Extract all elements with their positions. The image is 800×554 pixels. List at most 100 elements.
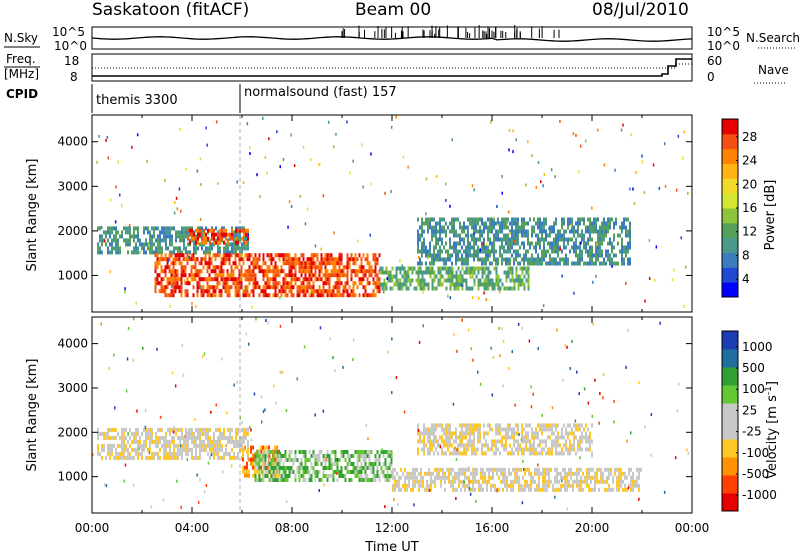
echo-cell bbox=[427, 253, 429, 258]
noise-cell bbox=[282, 158, 285, 161]
echo-cell bbox=[101, 234, 103, 239]
echo-cell bbox=[330, 257, 333, 262]
echo-cell bbox=[111, 451, 113, 456]
echo-cell bbox=[219, 246, 221, 251]
echo-cell bbox=[322, 466, 325, 470]
echo-cell bbox=[240, 277, 243, 282]
echo-cell bbox=[564, 467, 566, 472]
echo-cell bbox=[420, 475, 422, 480]
echo-cell bbox=[187, 242, 189, 247]
echo-cell bbox=[477, 270, 480, 275]
noise-cell bbox=[663, 490, 666, 494]
echo-cell bbox=[547, 427, 549, 432]
echo-cell bbox=[453, 439, 455, 444]
echo-cell bbox=[579, 423, 581, 428]
echo-cell bbox=[224, 257, 227, 262]
echo-cell bbox=[308, 470, 311, 474]
echo-cell bbox=[628, 467, 630, 472]
echo-cell bbox=[149, 447, 151, 452]
echo-cell bbox=[467, 225, 469, 230]
echo-cell bbox=[199, 232, 201, 237]
echo-cell bbox=[246, 473, 248, 478]
echo-cell bbox=[186, 257, 189, 262]
noise-cell bbox=[176, 479, 178, 483]
echo-cell bbox=[593, 217, 595, 222]
echo-cell bbox=[420, 467, 422, 472]
echo-cell bbox=[479, 431, 481, 436]
echo-cell bbox=[553, 241, 555, 246]
echo-cell bbox=[595, 245, 597, 250]
echo-cell bbox=[390, 458, 393, 462]
echo-cell bbox=[316, 470, 319, 474]
echo-cell bbox=[348, 261, 351, 266]
echo-cell bbox=[604, 479, 606, 484]
echo-cell bbox=[539, 423, 541, 428]
echo-cell bbox=[481, 451, 483, 456]
echo-cell bbox=[398, 487, 400, 492]
echo-cell bbox=[358, 474, 361, 478]
echo-cell bbox=[135, 431, 137, 436]
echo-cell bbox=[209, 228, 211, 233]
noise-cell bbox=[200, 183, 202, 186]
echo-cell bbox=[324, 269, 327, 274]
echo-cell bbox=[553, 261, 555, 266]
echo-cell bbox=[557, 249, 559, 254]
echo-cell bbox=[272, 474, 275, 478]
echo-cell bbox=[502, 475, 504, 480]
echo-cell bbox=[499, 221, 501, 226]
echo-cell bbox=[244, 445, 246, 450]
echo-cell bbox=[561, 225, 563, 230]
echo-cell bbox=[587, 253, 589, 258]
noise-cell bbox=[683, 130, 685, 134]
echo-cell bbox=[471, 253, 473, 258]
echo-cell bbox=[528, 467, 530, 472]
echo-cell bbox=[524, 483, 526, 488]
echo-cell bbox=[487, 431, 489, 436]
echo-cell bbox=[490, 475, 492, 480]
echo-cell bbox=[385, 282, 388, 287]
echo-cell bbox=[201, 234, 203, 239]
echo-cell bbox=[264, 269, 267, 274]
echo-cell bbox=[381, 286, 384, 291]
echo-cell bbox=[469, 266, 472, 271]
echo-cell bbox=[186, 281, 189, 286]
echo-cell bbox=[539, 439, 541, 444]
echo-cell bbox=[493, 237, 495, 242]
nave-label: Nave bbox=[758, 63, 789, 77]
echo-cell bbox=[220, 273, 223, 278]
echo-cell bbox=[423, 282, 426, 287]
echo-cell bbox=[270, 466, 273, 470]
echo-cell bbox=[481, 245, 483, 250]
echo-cell bbox=[282, 470, 285, 474]
noise-cell bbox=[496, 488, 498, 492]
noise-cell bbox=[225, 444, 227, 448]
echo-cell bbox=[473, 282, 476, 287]
echo-cell bbox=[565, 447, 567, 452]
echo-cell bbox=[535, 241, 537, 246]
echo-cell bbox=[176, 257, 179, 262]
echo-cell bbox=[611, 261, 613, 266]
echo-cell bbox=[173, 246, 175, 251]
echo-cell bbox=[557, 439, 559, 444]
echo-cell bbox=[505, 257, 507, 262]
echo-cell bbox=[288, 269, 291, 274]
echo-cell bbox=[230, 265, 233, 270]
echo-cell bbox=[485, 451, 487, 456]
echo-cell bbox=[191, 439, 193, 444]
echo-cell bbox=[214, 269, 217, 274]
echo-cell bbox=[223, 431, 225, 436]
echo-cell bbox=[244, 285, 247, 290]
y-tick-label: 2000 bbox=[57, 425, 88, 439]
noise-cell bbox=[279, 259, 281, 263]
echo-cell bbox=[513, 427, 515, 432]
echo-cell bbox=[178, 257, 181, 262]
y-tick-label: 4000 bbox=[57, 337, 88, 351]
echo-cell bbox=[459, 274, 462, 279]
echo-cell bbox=[546, 467, 548, 472]
echo-cell bbox=[296, 466, 299, 470]
echo-cell bbox=[520, 467, 522, 472]
echo-cell bbox=[218, 265, 221, 270]
echo-cell bbox=[562, 467, 564, 472]
echo-cell bbox=[563, 221, 565, 226]
echo-cell bbox=[423, 241, 425, 246]
